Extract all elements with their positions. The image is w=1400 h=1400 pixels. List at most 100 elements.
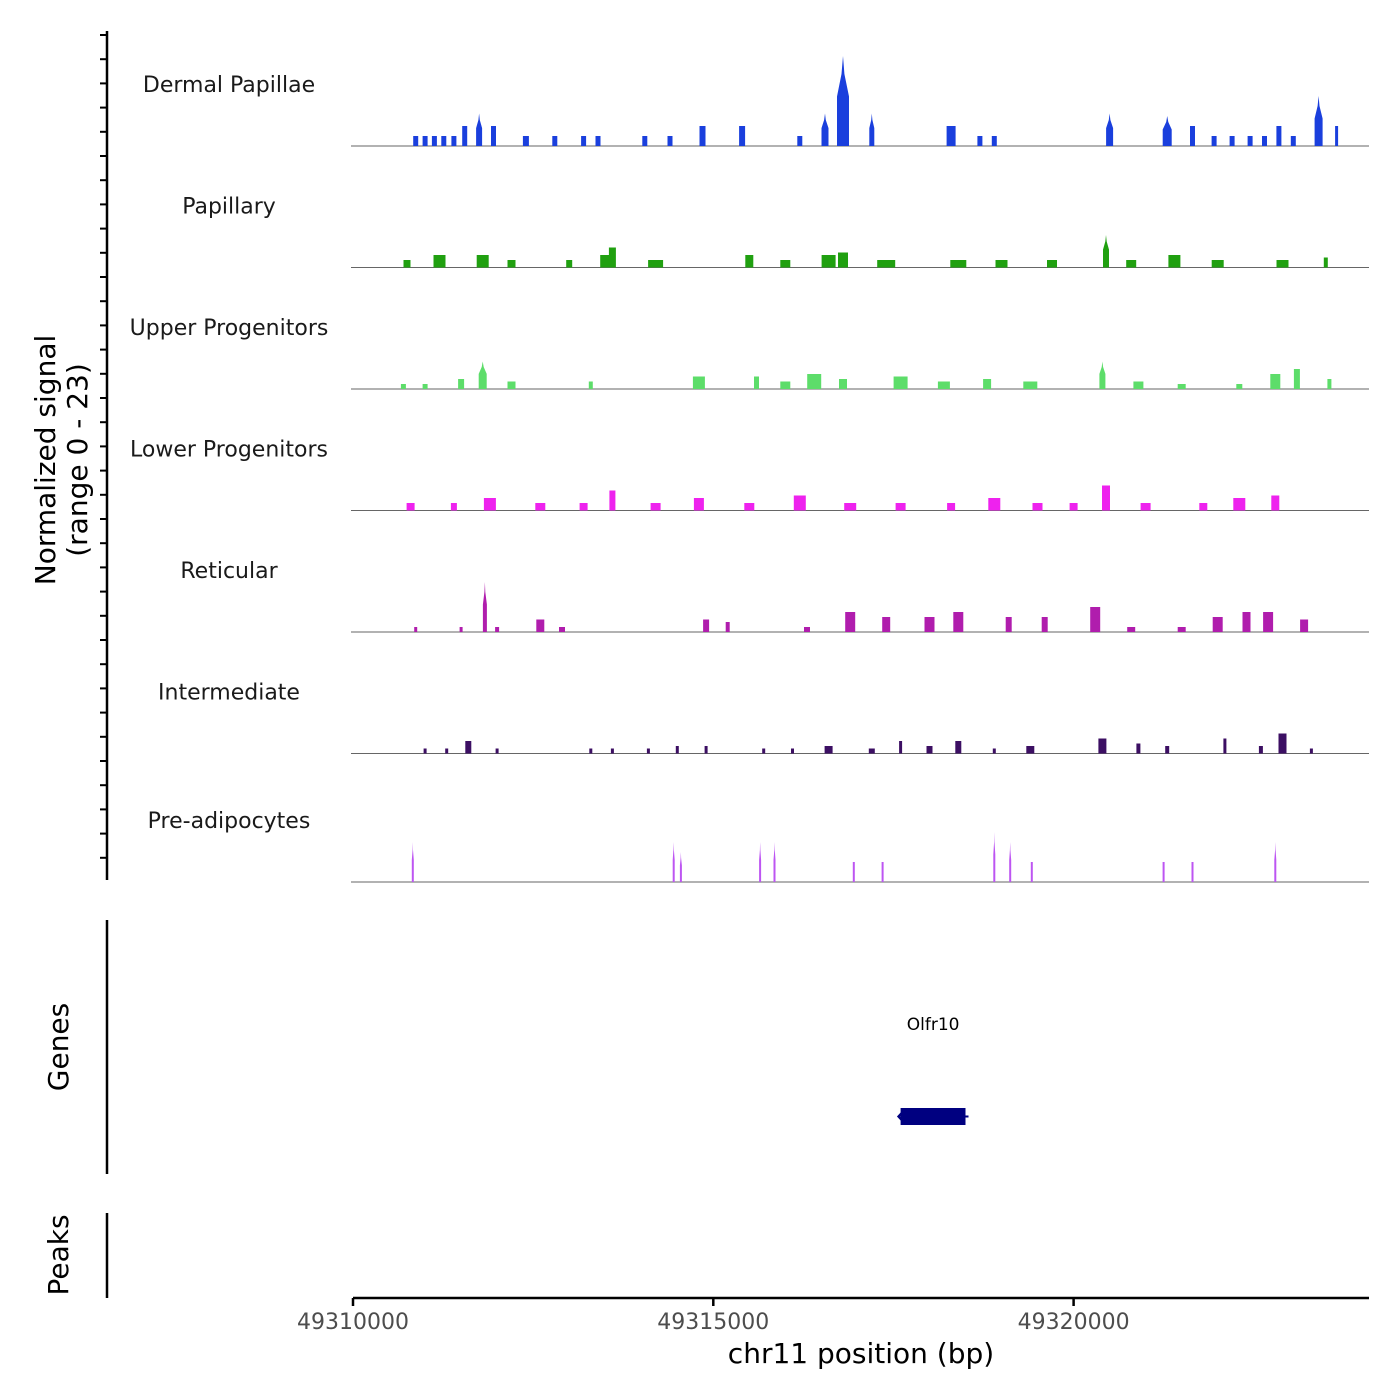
track-5-peak-23 <box>1278 733 1287 754</box>
track-4-peak-2 <box>482 582 487 632</box>
track-1-peak-19 <box>1211 260 1224 268</box>
track-0-peak-27 <box>1229 136 1235 146</box>
gene-label-0: Olfr10 <box>907 1015 960 1035</box>
track-6-peak-4 <box>773 842 776 882</box>
track-5-peak-9 <box>762 748 766 754</box>
track-5-peak-6 <box>646 748 650 754</box>
track-4-peak-16 <box>1127 627 1136 632</box>
track-5-peak-1 <box>445 748 449 754</box>
track-1-peak-10 <box>821 255 836 268</box>
track-0-peak-3 <box>441 136 447 146</box>
track-4-peak-12 <box>953 612 964 632</box>
track-3-peak-5 <box>609 490 616 511</box>
track-0-peak-31 <box>1290 136 1296 146</box>
track-0-peak-26 <box>1211 136 1217 146</box>
track-0-peak-24 <box>1162 116 1172 146</box>
track-2 <box>351 361 1369 390</box>
track-6-peak-6 <box>881 862 884 882</box>
track-2-peak-14 <box>1023 381 1038 389</box>
track-5-peak-19 <box>1136 743 1141 754</box>
track-4-peak-1 <box>459 627 463 632</box>
track-5-peak-18 <box>1098 738 1107 754</box>
track-5-peak-17 <box>1026 746 1035 754</box>
coverage-tracks <box>351 56 1369 883</box>
track-4-peak-20 <box>1263 612 1274 632</box>
track-4-peak-0 <box>414 627 418 632</box>
track-3-peak-0 <box>406 503 415 511</box>
track-4-peak-8 <box>804 627 810 632</box>
track-2-peak-12 <box>937 381 950 389</box>
track-0-peak-25 <box>1190 126 1195 146</box>
track-1-peak-9 <box>780 260 791 268</box>
x-tick-label-1: 49315000 <box>657 1310 769 1335</box>
track-0-peak-7 <box>491 126 496 146</box>
track-2-peak-21 <box>1327 379 1332 389</box>
track-0-peak-22 <box>991 136 997 146</box>
y-axis-title: Normalized signal (range 0 - 23) <box>29 335 94 586</box>
track-3-peak-9 <box>793 495 806 511</box>
gene-annotations: Olfr10 <box>896 1015 969 1125</box>
track-2-peak-2 <box>458 379 465 389</box>
track-1-peak-21 <box>1323 257 1328 268</box>
track-0-peak-4 <box>451 136 457 146</box>
track-3-peak-15 <box>1069 503 1078 511</box>
track-0-peak-30 <box>1276 126 1282 146</box>
track-4-peak-18 <box>1212 617 1223 632</box>
track-1-peak-4 <box>566 260 573 268</box>
track-6 <box>351 832 1369 883</box>
track-0-peak-21 <box>977 136 983 146</box>
track-0-peak-32 <box>1314 96 1323 146</box>
track-label-2: Upper Progenitors <box>130 316 329 341</box>
track-3-peak-2 <box>483 498 496 511</box>
track-2-peak-20 <box>1293 369 1300 389</box>
track-4-peak-10 <box>882 617 891 632</box>
track-2-peak-4 <box>507 381 516 389</box>
track-2-peak-3 <box>478 361 487 389</box>
track-2-peak-18 <box>1236 384 1243 389</box>
track-5 <box>351 733 1369 754</box>
track-1-peak-13 <box>950 260 967 268</box>
track-5-peak-8 <box>704 746 708 754</box>
peaks-panel-label: Peaks <box>42 1214 75 1295</box>
track-4-peak-3 <box>495 627 500 632</box>
track-6-peak-5 <box>852 862 855 882</box>
track-4-peak-14 <box>1041 617 1048 632</box>
track-3-peak-19 <box>1233 498 1246 511</box>
track-0-peak-18 <box>837 56 849 146</box>
track-5-peak-13 <box>899 741 903 754</box>
x-tick-label-2: 49320000 <box>1018 1310 1130 1335</box>
track-6-peak-12 <box>1274 842 1277 882</box>
track-4-peak-21 <box>1300 619 1309 632</box>
track-0-peak-20 <box>946 126 956 146</box>
genes-panel-label: Genes <box>42 1003 75 1091</box>
track-3-peak-14 <box>1032 503 1043 511</box>
track-4-peak-9 <box>845 612 856 632</box>
track-3-peak-20 <box>1271 495 1280 511</box>
track-5-peak-3 <box>495 748 499 754</box>
track-label-6: Pre-adipocytes <box>148 809 311 834</box>
track-6-peak-7 <box>993 832 996 882</box>
track-2-peak-10 <box>839 379 847 389</box>
track-6-peak-0 <box>411 842 414 882</box>
track-4-peak-7 <box>725 622 730 632</box>
track-6-peak-1 <box>672 842 675 882</box>
track-2-peak-9 <box>807 374 822 389</box>
track-2-peak-6 <box>692 376 705 389</box>
track-3-peak-3 <box>535 503 546 511</box>
track-5-peak-0 <box>423 748 427 754</box>
track-label-1: Papillary <box>182 195 276 220</box>
track-3-peak-10 <box>844 503 857 511</box>
track-0-peak-0 <box>413 136 419 146</box>
track-5-peak-11 <box>824 746 833 754</box>
track-5-peak-24 <box>1309 748 1313 754</box>
track-3-peak-18 <box>1199 503 1208 511</box>
track-3 <box>351 485 1369 511</box>
track-4-peak-4 <box>536 619 545 632</box>
track-labels: Dermal Papillae Papillary Upper Progenitor… <box>130 73 329 834</box>
track-3-peak-12 <box>947 503 956 511</box>
track-0-peak-8 <box>522 136 529 146</box>
track-5-peak-22 <box>1258 746 1263 754</box>
track-3-peak-11 <box>895 503 906 511</box>
track-0-peak-19 <box>869 113 875 146</box>
track-6-peak-3 <box>759 842 762 882</box>
